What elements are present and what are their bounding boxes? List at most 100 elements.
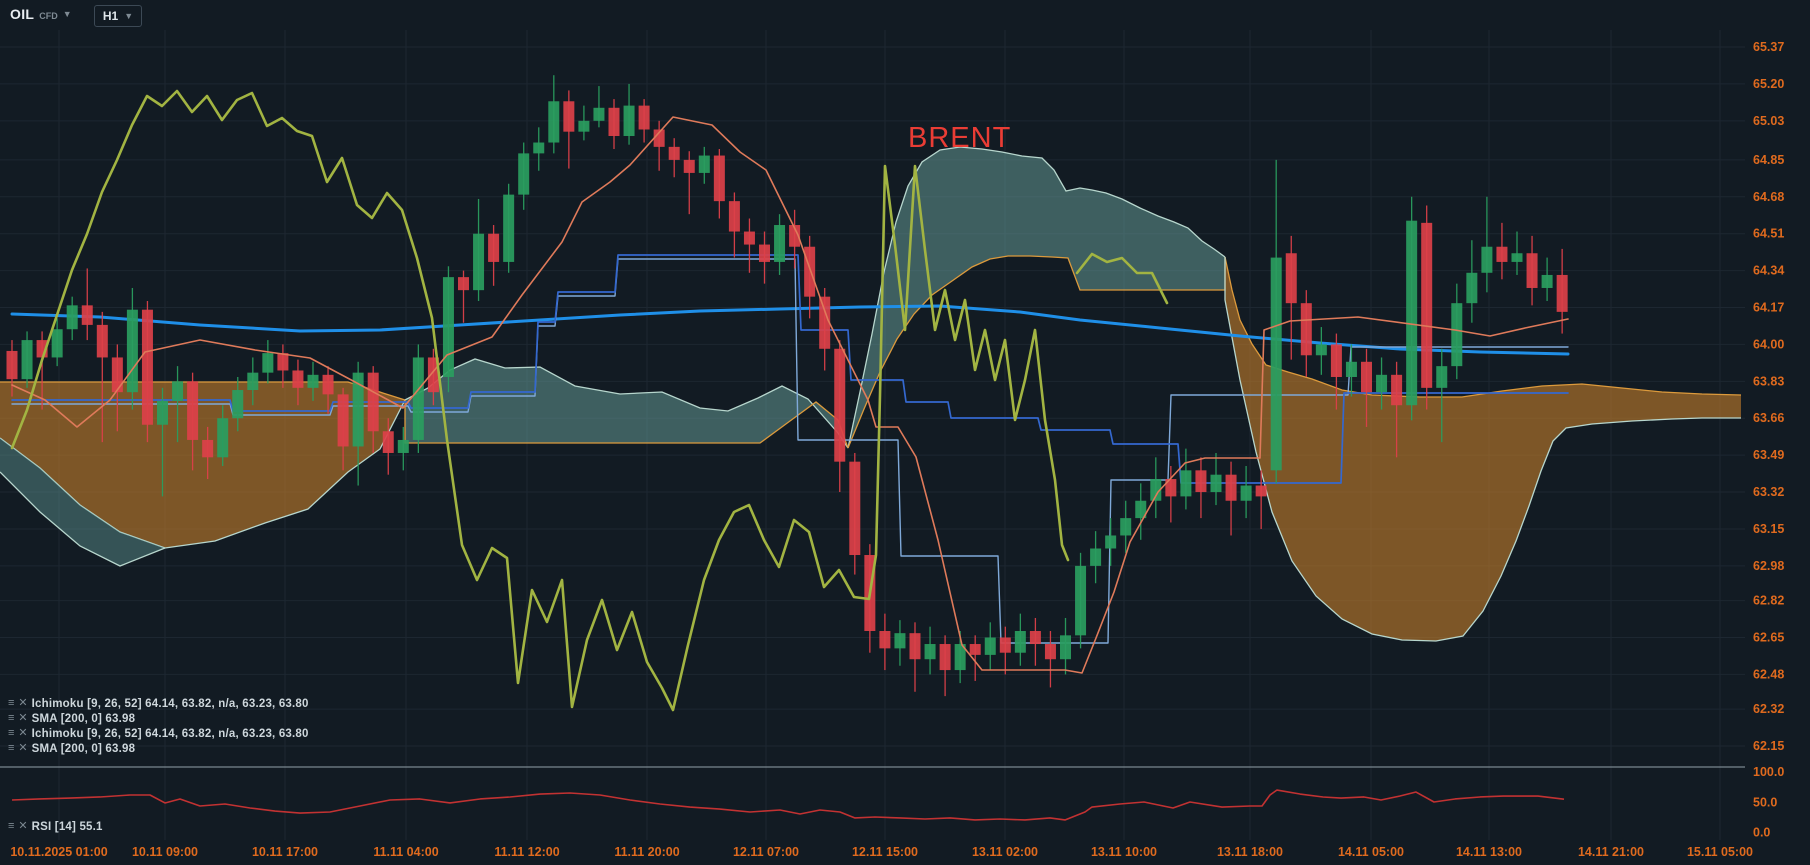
candle-body: [804, 246, 816, 297]
price-tick-label: 62.98: [1753, 559, 1784, 573]
candle-body: [1406, 220, 1418, 406]
candle-body: [1496, 246, 1508, 262]
candle-body: [262, 353, 274, 373]
chikou-span-line-2: [1075, 252, 1169, 305]
candle-body: [1180, 470, 1192, 497]
candle-body: [1361, 361, 1372, 393]
indicator-close-icon[interactable]: ✕: [18, 697, 28, 709]
indicator-close-icon[interactable]: ✕: [18, 820, 28, 832]
rsi-legend: ≡ ✕ RSI [14] 55.1: [8, 819, 103, 834]
candle-body: [954, 644, 966, 671]
candle-body: [412, 357, 424, 440]
indicator-close-icon[interactable]: ✕: [18, 712, 28, 724]
candle-body: [427, 357, 439, 393]
candle-body: [999, 637, 1011, 653]
time-tick-label: 14.11 13:00: [1456, 845, 1522, 859]
candle-body: [277, 353, 289, 371]
candle-body: [668, 146, 680, 160]
candle-body: [337, 394, 349, 447]
indicator-settings-icon[interactable]: ≡: [8, 727, 15, 739]
candle-body: [1300, 303, 1312, 356]
candle-body: [984, 637, 996, 655]
candle-body: [1090, 548, 1102, 566]
time-tick-label: 10.11 17:00: [252, 845, 318, 859]
time-tick-label: 14.11 21:00: [1578, 845, 1644, 859]
kumo-high-bullish-bottom-edge: [847, 255, 1226, 449]
candle-body: [1556, 274, 1568, 312]
candle-body: [533, 142, 545, 154]
indicator-settings-icon[interactable]: ≡: [8, 742, 15, 754]
candle-body: [187, 381, 199, 440]
candle-body: [563, 101, 575, 132]
candle-body: [759, 244, 770, 262]
candle-body: [1165, 479, 1177, 497]
candle-body: [789, 225, 801, 247]
rsi-line: [11, 789, 1565, 821]
indicator-settings-icon[interactable]: ≡: [8, 820, 15, 832]
candle-body: [653, 129, 665, 147]
candle-body: [728, 201, 740, 232]
candle-body: [1285, 253, 1297, 304]
kumo-high-bullish-top-edge: [847, 146, 1226, 449]
candle-body: [698, 155, 710, 173]
candle-body: [232, 390, 244, 419]
candle-body: [1195, 470, 1207, 493]
candle-body: [307, 374, 319, 388]
time-tick-label: 14.11 05:00: [1338, 845, 1404, 859]
indicator-label: SMA [200, 0] 63.98: [31, 742, 136, 755]
price-tick-label: 65.20: [1753, 77, 1784, 91]
candle-body: [638, 105, 650, 130]
candle-body: [1511, 253, 1523, 262]
time-tick-label: 13.11 10:00: [1091, 845, 1157, 859]
symbol-selector[interactable]: OIL CFD ▼: [10, 6, 72, 22]
candle-body: [713, 155, 725, 202]
price-tick-label: 63.15: [1753, 522, 1784, 536]
candle-body: [503, 194, 515, 262]
candle-body: [66, 305, 78, 330]
candle-body: [834, 348, 846, 462]
timeframe-selector[interactable]: H1 ▼: [94, 5, 142, 27]
candle-body: [1541, 274, 1553, 288]
chevron-down-icon: ▼: [62, 9, 72, 19]
indicator-row: ≡ ✕ SMA [200, 0] 63.98: [8, 711, 309, 726]
candle-body: [111, 357, 123, 393]
candle-body: [683, 159, 695, 173]
indicator-label: Ichimoku [9, 26, 52] 64.14, 63.82, n/a, …: [31, 697, 309, 710]
time-tick-label: 13.11 02:00: [972, 845, 1038, 859]
time-tick-label: 10.11.2025 01:00: [10, 845, 107, 859]
chart-toolbar: OIL CFD ▼ H1 ▼: [0, 0, 1810, 30]
candle-body: [322, 374, 334, 395]
time-tick-label: 12.11 07:00: [733, 845, 799, 859]
time-tick-label: 13.11 18:00: [1217, 845, 1283, 859]
symbol-type-label: CFD: [39, 10, 58, 21]
indicator-row: ≡ ✕ RSI [14] 55.1: [8, 819, 103, 834]
candle-body: [1436, 366, 1448, 388]
indicator-close-icon[interactable]: ✕: [18, 727, 28, 739]
candle-body: [1120, 518, 1132, 536]
candle-body: [1451, 303, 1463, 367]
price-tick-label: 62.15: [1753, 739, 1784, 753]
candle-body: [578, 120, 590, 132]
candle-body: [382, 431, 394, 453]
candle-body: [1345, 361, 1357, 377]
candle-body: [217, 418, 229, 458]
chevron-down-icon: ▼: [124, 11, 134, 21]
candle-body: [96, 324, 108, 358]
kumo-right-bearish-fill: [1225, 257, 1741, 641]
candle-body: [774, 225, 786, 262]
candle-body: [1029, 630, 1041, 645]
candle-body: [1526, 253, 1538, 288]
candle-body: [247, 372, 259, 391]
time-tick-label: 11.11 04:00: [373, 845, 438, 859]
candle-body: [894, 633, 906, 649]
indicator-settings-icon[interactable]: ≡: [8, 697, 15, 709]
indicator-close-icon[interactable]: ✕: [18, 742, 28, 754]
symbol-label: OIL: [10, 6, 35, 22]
indicator-settings-icon[interactable]: ≡: [8, 712, 15, 724]
candle-body: [51, 329, 63, 358]
indicator-label: RSI [14] 55.1: [31, 820, 103, 833]
kumo-high-bullish-fill: [848, 147, 1225, 448]
candle-body: [849, 461, 861, 556]
price-tick-label: 64.34: [1753, 264, 1784, 278]
